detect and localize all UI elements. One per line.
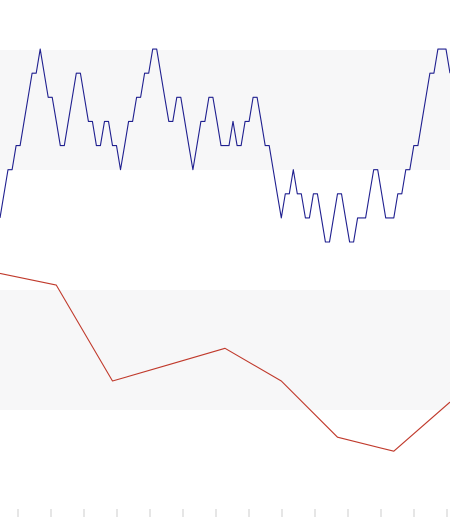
grid-band-2-1: [0, 290, 450, 410]
grid-band-1-1: [0, 50, 450, 170]
series-line-2: [0, 272, 450, 452]
x-axis: [17, 509, 448, 517]
series-line-1: [0, 48, 450, 243]
top-panel: [0, 48, 450, 243]
bottom-panel: [0, 272, 450, 452]
